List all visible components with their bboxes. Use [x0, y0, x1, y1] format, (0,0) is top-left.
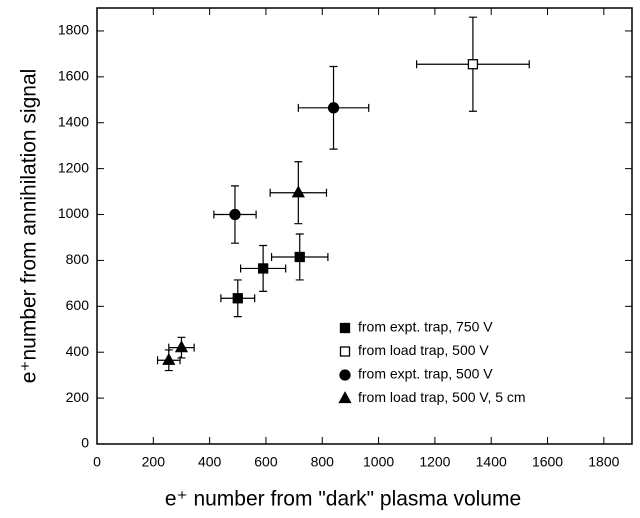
point — [327, 102, 340, 114]
y-tick-label: 1800 — [58, 22, 89, 38]
y-tick-label: 800 — [66, 251, 90, 267]
x-tick-label: 0 — [93, 454, 101, 470]
y-tick-label: 400 — [66, 343, 90, 359]
y-tick-label: 1400 — [58, 113, 89, 129]
legend-marker — [339, 369, 351, 381]
x-tick-label: 600 — [254, 454, 278, 470]
legend-label: from load trap, 500 V, 5 cm — [358, 389, 526, 405]
point — [162, 352, 176, 365]
x-axis-label: e⁺ number from "dark" plasma volume — [165, 488, 521, 511]
y-tick-label: 200 — [66, 389, 90, 405]
x-tick-label: 800 — [311, 454, 335, 470]
point — [467, 59, 479, 70]
x-tick-label: 400 — [198, 454, 222, 470]
legend-marker — [338, 391, 352, 404]
point — [294, 251, 305, 263]
y-tick-label: 1600 — [58, 68, 89, 84]
x-tick-label: 1800 — [588, 454, 619, 470]
point — [174, 340, 189, 353]
point — [291, 185, 305, 198]
y-tick-label: 1200 — [58, 159, 89, 175]
plot-frame — [96, 7, 633, 445]
point — [232, 293, 243, 304]
legend-label: from load trap, 500 V — [358, 342, 489, 358]
x-tick-label: 1000 — [363, 454, 394, 470]
x-tick-label: 1600 — [532, 454, 563, 470]
x-tick-label: 1400 — [476, 454, 507, 470]
y-axis-label: e⁺number from annihilation signal — [18, 69, 41, 384]
x-tick-label: 200 — [142, 454, 166, 470]
legend-label: from expt. trap, 750 V — [358, 319, 493, 335]
legend-marker — [339, 322, 351, 334]
point — [229, 208, 241, 221]
legend-marker — [339, 346, 351, 357]
legend-label: from expt. trap, 500 V — [358, 366, 493, 382]
point — [257, 263, 269, 274]
y-tick-label: 600 — [66, 297, 90, 313]
y-tick-label: 1000 — [58, 205, 89, 221]
x-tick-label: 1200 — [419, 454, 450, 470]
y-tick-label: 0 — [81, 435, 89, 451]
